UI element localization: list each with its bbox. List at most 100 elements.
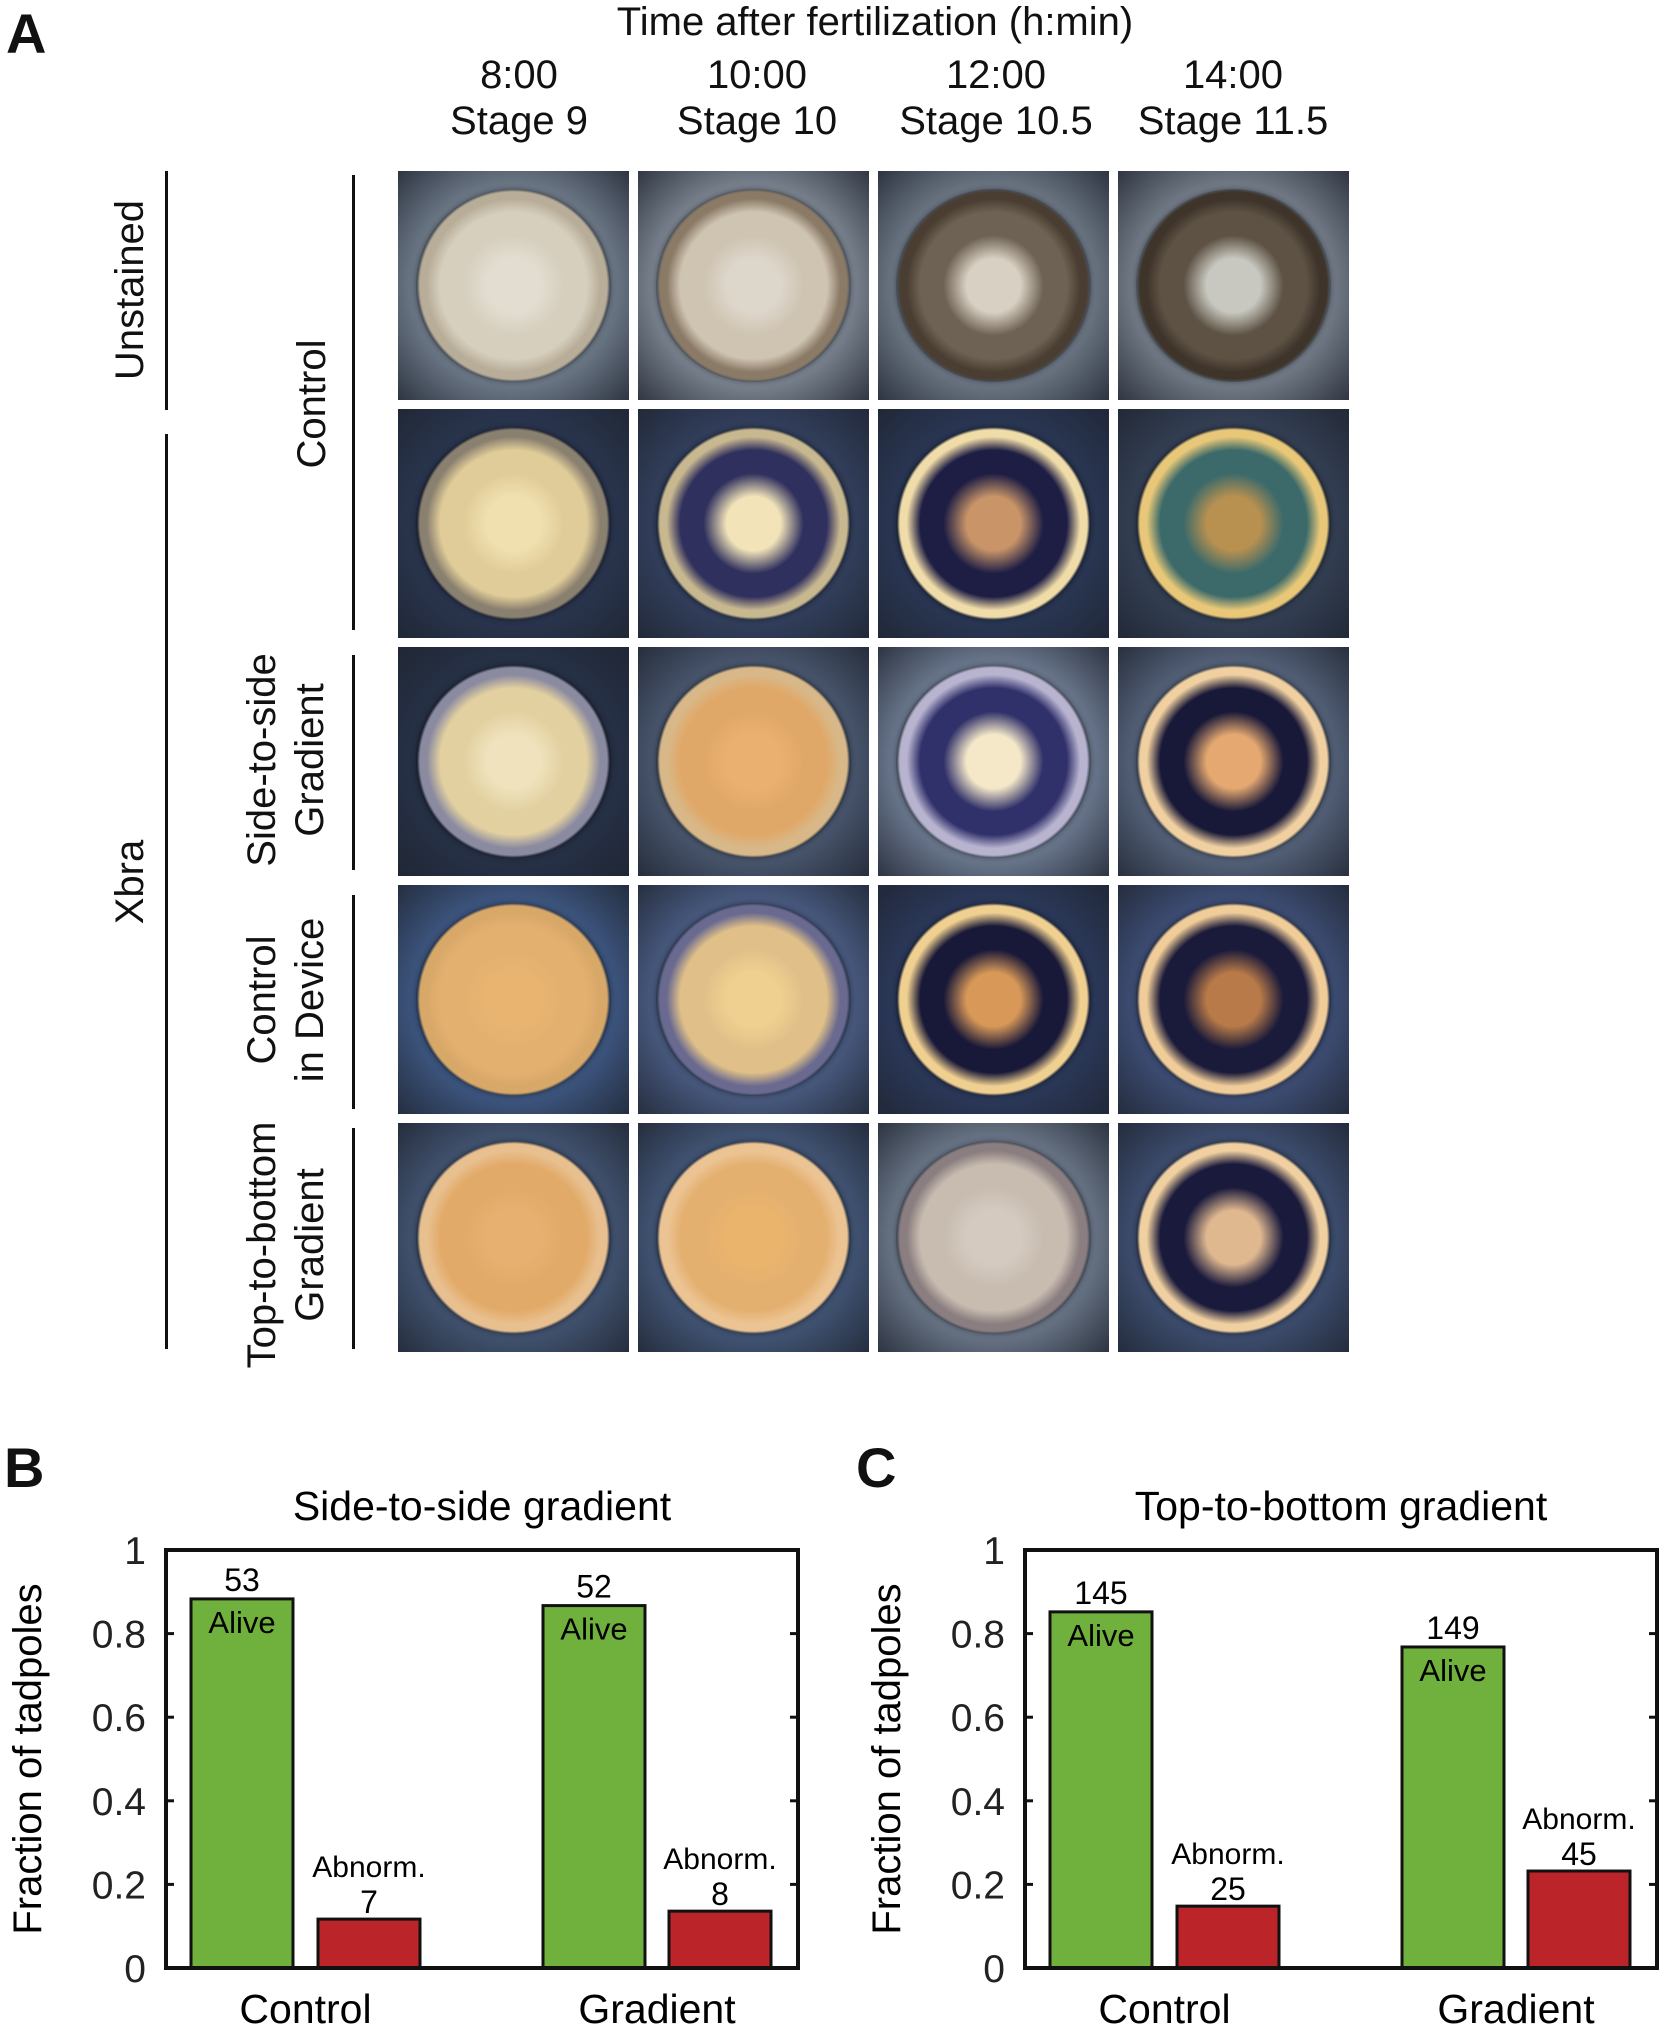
bar-count-label: 8 <box>711 1876 729 1912</box>
bar-series-label: Abnorm. <box>1171 1838 1284 1871</box>
row-label-line: in Device <box>288 917 332 1083</box>
y-tick-label: 1 <box>124 1530 146 1573</box>
embryo-image <box>398 1123 629 1352</box>
column-time: 12:00 <box>945 53 1047 97</box>
row-label-control: Control <box>288 340 336 469</box>
bar-alive <box>189 1597 295 1970</box>
embryo-image <box>1118 647 1349 876</box>
embryo-image <box>1118 171 1349 400</box>
embryo <box>416 1141 611 1334</box>
y-tick-label: 0.8 <box>951 1614 1005 1657</box>
row-label-line: Top-to-bottom <box>240 1121 284 1369</box>
bar-series-label: Abnorm. <box>663 1843 776 1876</box>
embryo <box>656 665 851 858</box>
chart-title: Top-to-bottom gradient <box>1135 1483 1548 1529</box>
embryo-image <box>878 647 1109 876</box>
plot-frame <box>164 1548 800 1970</box>
embryo <box>656 427 851 620</box>
bar-abnormal <box>316 1917 422 1970</box>
embryo <box>896 665 1091 858</box>
embryo-image <box>1118 885 1349 1114</box>
row-label-line: Gradient <box>288 683 332 837</box>
column-stage: Stage 10 <box>676 99 838 143</box>
column-time: 10:00 <box>706 53 808 97</box>
panel-c-letter: C <box>856 1436 897 1499</box>
x-category-label: Control <box>1098 1986 1230 2030</box>
y-axis-label: Fraction of tadpoles <box>6 1583 50 1934</box>
bar-count-label: 53 <box>224 1562 260 1598</box>
panel-b-letter: B <box>4 1436 45 1499</box>
y-tick-label: 0.8 <box>92 1614 146 1657</box>
bar-count-label: 145 <box>1074 1575 1127 1611</box>
row-label-control-device: Control in Device <box>238 918 334 1083</box>
embryo <box>1136 665 1331 858</box>
bar-series-label: Alive <box>1419 1653 1486 1688</box>
panel-a-letter: A <box>6 2 47 65</box>
y-tick-label: 0.4 <box>92 1781 146 1824</box>
embryo-image <box>398 885 629 1114</box>
embryo-image-grid <box>398 171 1350 1354</box>
column-header-1: 8:00 Stage 9 <box>399 52 639 144</box>
row-label-line: Control <box>290 339 334 469</box>
column-stage: Stage 11.5 <box>1137 99 1329 143</box>
bar-series-label: Abnorm. <box>312 1851 425 1884</box>
plot-frame <box>1023 1548 1659 1970</box>
embryo-image <box>878 885 1109 1114</box>
embryo-image <box>398 171 629 400</box>
xbra-bracket-line <box>165 434 168 1349</box>
y-axis-label: Fraction of tadpoles <box>865 1583 909 1934</box>
embryo <box>896 903 1091 1096</box>
y-tick-label: 0 <box>983 1948 1005 1991</box>
embryo-image <box>878 1123 1109 1352</box>
y-tick-label: 0.2 <box>92 1864 146 1907</box>
x-category-label: Gradient <box>1437 1986 1595 2030</box>
y-tick-label: 0 <box>124 1948 146 1991</box>
row-label-line: Side-to-side <box>240 653 284 867</box>
embryo <box>1136 903 1331 1096</box>
unstained-bracket-line <box>165 171 168 410</box>
embryo-image <box>638 409 869 638</box>
chart-side-to-side: Side-to-side gradient Fraction of tadpole… <box>6 1483 800 2030</box>
y-tick-label: 0.6 <box>951 1697 1005 1740</box>
x-category-label: Control <box>239 1986 371 2030</box>
embryo <box>416 665 611 858</box>
embryo <box>896 189 1091 382</box>
embryo <box>656 1141 851 1334</box>
y-tick-label: 0.4 <box>951 1781 1005 1824</box>
embryo-image <box>638 647 869 876</box>
embryo <box>896 427 1091 620</box>
column-stage: Stage 9 <box>450 99 588 143</box>
bar-count-label: 52 <box>576 1569 612 1605</box>
column-time: 8:00 <box>480 53 558 97</box>
bar-series-label: Abnorm. <box>1522 1803 1635 1836</box>
group-label-xbra: Xbra <box>108 839 152 925</box>
column-header-2: 10:00 Stage 10 <box>637 52 877 144</box>
embryo-image <box>398 409 629 638</box>
bar-series-label: Alive <box>560 1612 627 1647</box>
y-tick-label: 0.6 <box>92 1697 146 1740</box>
embryo-image <box>1118 1123 1349 1352</box>
y-tick-label: 1 <box>983 1530 1005 1573</box>
row-bracket-side-gradient <box>352 655 355 870</box>
bar-alive <box>1048 1610 1154 1970</box>
bar-series-label: Alive <box>208 1605 275 1640</box>
bar-series-label: Alive <box>1067 1618 1134 1653</box>
embryo-image <box>638 1123 869 1352</box>
row-label-side-gradient: Side-to-side Gradient <box>238 653 334 866</box>
embryo <box>1136 1141 1331 1334</box>
bar-abnormal <box>1175 1904 1281 1970</box>
embryo-image <box>878 171 1109 400</box>
embryo-image <box>398 647 629 876</box>
column-header-3: 12:00 Stage 10.5 <box>876 52 1116 144</box>
x-category-label: Gradient <box>578 1986 736 2030</box>
embryo <box>416 189 611 382</box>
embryo-image <box>638 885 869 1114</box>
embryo <box>656 189 851 382</box>
bar-count-label: 7 <box>360 1884 378 1920</box>
y-tick-label: 0.2 <box>951 1864 1005 1907</box>
chart-title: Side-to-side gradient <box>293 1483 672 1529</box>
row-label-line: Control <box>240 935 284 1065</box>
bar-count-label: 149 <box>1426 1610 1479 1646</box>
bar-abnormal <box>1526 1869 1632 1970</box>
embryo <box>416 427 611 620</box>
